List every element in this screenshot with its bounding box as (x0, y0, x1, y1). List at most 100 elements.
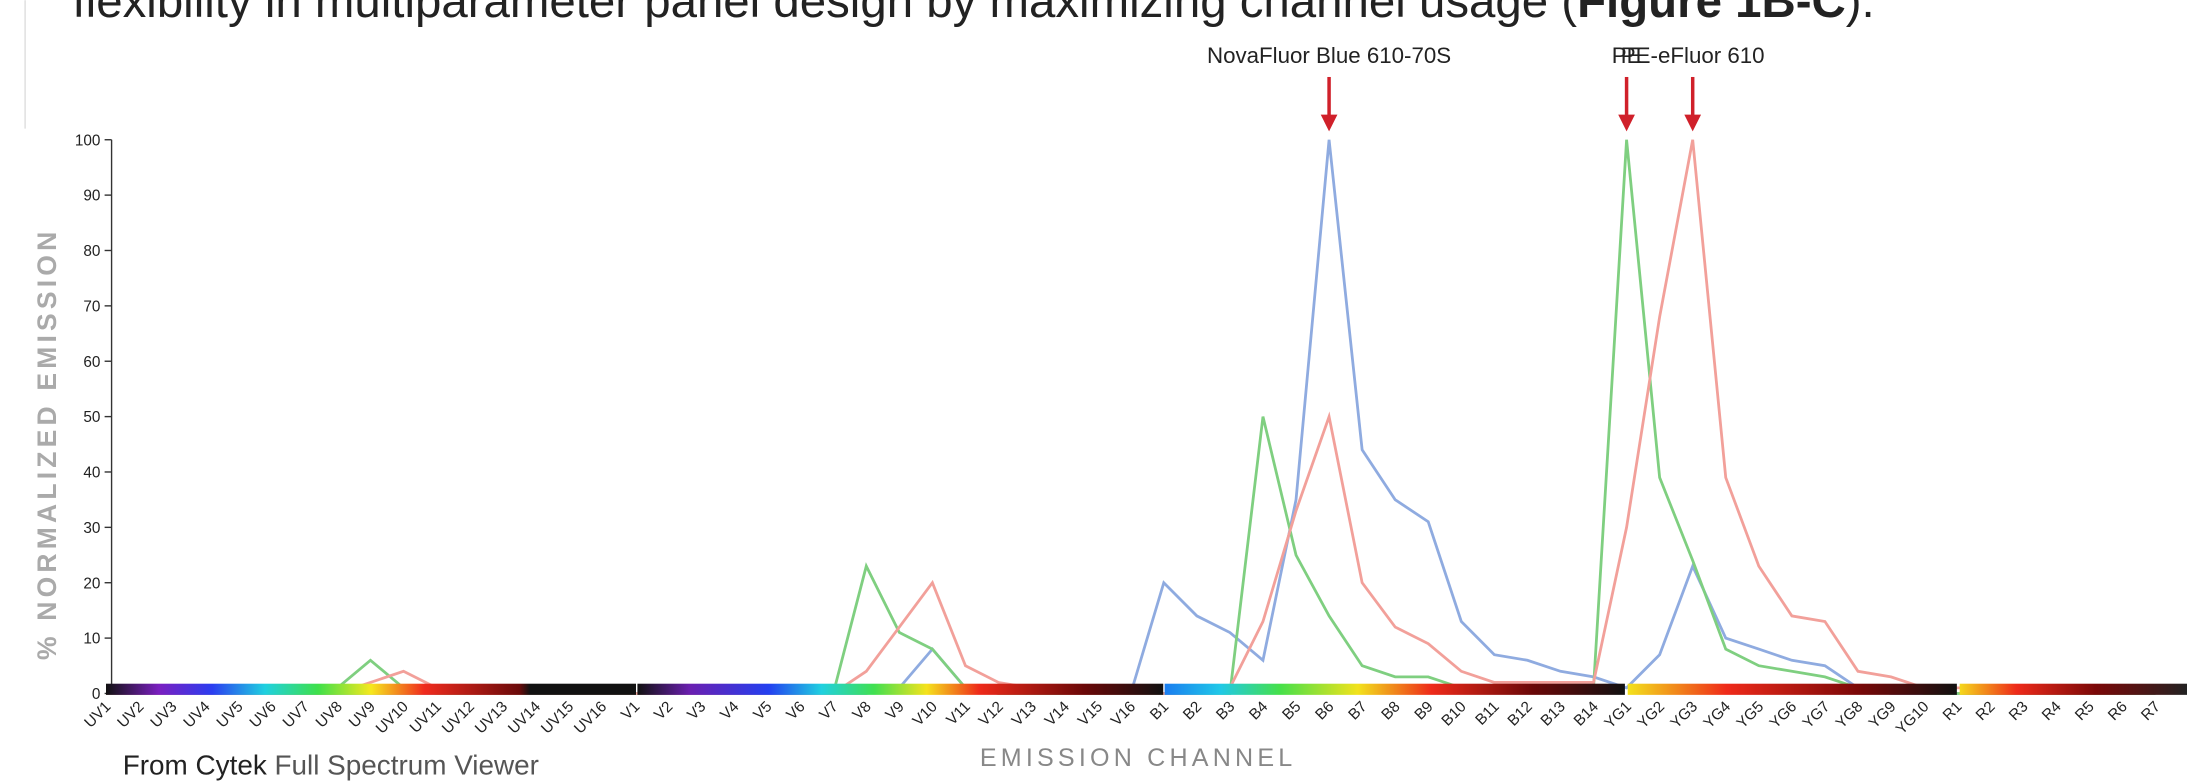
caption-end: ). (1846, 0, 1875, 28)
x-tick-label: B1 (1147, 698, 1172, 723)
x-tick-label: UV2 (114, 698, 147, 731)
x-tick-label: V5 (750, 698, 775, 723)
annotation-label: PE (1612, 43, 1642, 68)
x-tick-label: B8 (1378, 698, 1403, 723)
caption-bold: Figure 1B-C (1577, 0, 1846, 28)
x-tick-label: UV13 (472, 698, 511, 737)
x-tick-label: YG5 (1734, 698, 1768, 732)
x-tick-label: UV14 (505, 698, 544, 737)
x-tick-label: V1 (618, 698, 643, 723)
x-tick-label: UV8 (313, 698, 346, 731)
x-tick-label: R6 (2105, 698, 2131, 724)
y-tick-label: 50 (83, 409, 100, 426)
annotation-arrowhead (1684, 114, 1702, 132)
x-tick-label: UV15 (538, 698, 577, 737)
y-tick-label: 90 (83, 188, 100, 205)
x-tick-label: R1 (1940, 698, 1966, 724)
x-tick-label: YG10 (1893, 698, 1933, 738)
plot (104, 139, 2156, 695)
x-tick-label: UV3 (147, 698, 180, 731)
x-tick-label: V3 (684, 698, 709, 723)
x-axis-label: EMISSION CHANNEL (980, 744, 1297, 772)
x-tick-label: V12 (976, 698, 1007, 729)
annotation-label: PE-eFluor 610 (1621, 43, 1765, 68)
x-tick-label: B6 (1312, 698, 1337, 723)
x-tick-label: V7 (816, 698, 841, 723)
x-tick-label: B12 (1505, 698, 1536, 729)
annotation-label: NovaFluor Blue 610-70S (1207, 43, 1451, 68)
source: From Cytek Full Spectrum Viewer (123, 749, 539, 780)
x-tick-label: V10 (909, 698, 940, 729)
spectrum-yg (1627, 683, 1957, 695)
x-tick-label: YG1 (1601, 698, 1635, 732)
caption-text: flexibility in multiparameter panel desi… (73, 0, 1578, 28)
x-tick-label: V14 (1042, 698, 1074, 730)
x-tick-label: UV5 (214, 698, 247, 731)
y-tick-label: 60 (83, 354, 100, 371)
source-link: Full Spectrum Viewer (275, 749, 539, 780)
x-tick-label: V16 (1108, 698, 1139, 729)
series-line (106, 139, 2156, 695)
x-tick-label: B13 (1538, 698, 1569, 729)
x-tick-label: B10 (1438, 698, 1469, 729)
x-tick-label: B4 (1246, 698, 1272, 724)
x-tick-label: YG8 (1833, 698, 1867, 732)
y-tick-label: 0 (92, 686, 101, 703)
x-tick-label: V2 (651, 698, 676, 723)
spectrum-r (1959, 683, 2187, 695)
series-line (106, 139, 2156, 695)
x-tick-label: YG4 (1700, 698, 1734, 732)
x-tick-label: YG2 (1634, 698, 1668, 732)
x-tick-label: V8 (849, 698, 874, 723)
x-tick-label: UV1 (81, 698, 114, 731)
x-tick-label: YG7 (1800, 698, 1834, 732)
series-line (106, 139, 2156, 695)
x-tick-label: V13 (1009, 698, 1040, 729)
x-tick-label: R3 (2006, 698, 2032, 724)
x-tick-label: V6 (783, 698, 808, 723)
y-tick-label: 10 (83, 631, 100, 648)
x-tick-label: UV16 (571, 698, 610, 737)
x-tick-label: B3 (1213, 698, 1238, 723)
labels: 0 10 20 30 40 50 60 70 80 90 100 UV1 UV2 UV3 UV4 UV5 UV6… (75, 43, 2164, 738)
x-tick-label: R5 (2072, 698, 2098, 724)
y-tick-label: 100 (75, 132, 101, 149)
x-tick-label: V11 (943, 698, 974, 729)
x-tick-label: V4 (717, 698, 743, 724)
x-tick-label: R4 (2039, 698, 2065, 724)
annotation-arrowhead (1618, 114, 1635, 132)
x-tick-label: V15 (1075, 698, 1106, 729)
annotation-arrowhead (1320, 114, 1338, 132)
x-tick-label: UV10 (373, 698, 412, 737)
y-tick-label: 20 (83, 575, 100, 592)
x-tick-label: R2 (1973, 698, 1999, 724)
x-tick-label: V9 (882, 698, 907, 723)
spectrum-bar (106, 683, 2187, 695)
spectrum-uv (106, 683, 637, 695)
y-tick-label: 30 (83, 520, 100, 537)
x-tick-label: UV6 (247, 698, 280, 731)
x-tick-label: B5 (1279, 698, 1304, 723)
x-tick-label: UV4 (180, 698, 213, 731)
x-tick-label: B11 (1472, 698, 1503, 729)
x-tick-label: UV11 (407, 698, 445, 736)
spectrum-b (1164, 683, 1625, 695)
caption: flexibility in multiparameter panel desi… (73, 0, 1875, 28)
y-axis-label: % NORMALIZED EMISSION (32, 228, 62, 660)
x-tick-label: YG6 (1767, 698, 1801, 732)
y-tick-label: 70 (83, 298, 100, 315)
x-tick-label: B14 (1571, 698, 1603, 730)
spectrum-v (637, 683, 1164, 695)
source-text: From Cytek (123, 749, 267, 780)
x-tick-label: R7 (2138, 698, 2164, 724)
x-tick-label: B7 (1345, 698, 1370, 723)
x-tick-label: B2 (1180, 698, 1205, 723)
y-tick-label: 80 (83, 243, 100, 260)
x-tick-label: UV7 (280, 698, 313, 731)
x-tick-label: UV12 (439, 698, 478, 737)
y-tick-label: 40 (83, 465, 100, 482)
x-tick-label: YG3 (1667, 698, 1701, 732)
x-tick-label: B9 (1411, 698, 1436, 723)
